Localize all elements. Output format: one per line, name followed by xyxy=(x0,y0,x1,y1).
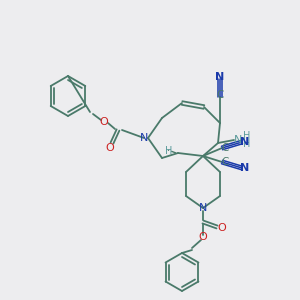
Text: C: C xyxy=(221,157,229,167)
Text: N: N xyxy=(240,137,250,147)
Text: C: C xyxy=(216,90,224,100)
Text: N: N xyxy=(234,135,242,145)
Text: N: N xyxy=(140,133,148,143)
Text: N: N xyxy=(240,163,250,173)
Text: O: O xyxy=(100,117,108,127)
Text: N: N xyxy=(199,203,207,213)
Text: H: H xyxy=(243,139,251,149)
Text: O: O xyxy=(218,223,226,233)
Text: O: O xyxy=(106,143,114,153)
Text: C: C xyxy=(221,143,229,153)
Text: H: H xyxy=(165,146,173,156)
Text: H: H xyxy=(243,131,251,141)
Text: N: N xyxy=(215,72,225,82)
Text: O: O xyxy=(199,232,207,242)
